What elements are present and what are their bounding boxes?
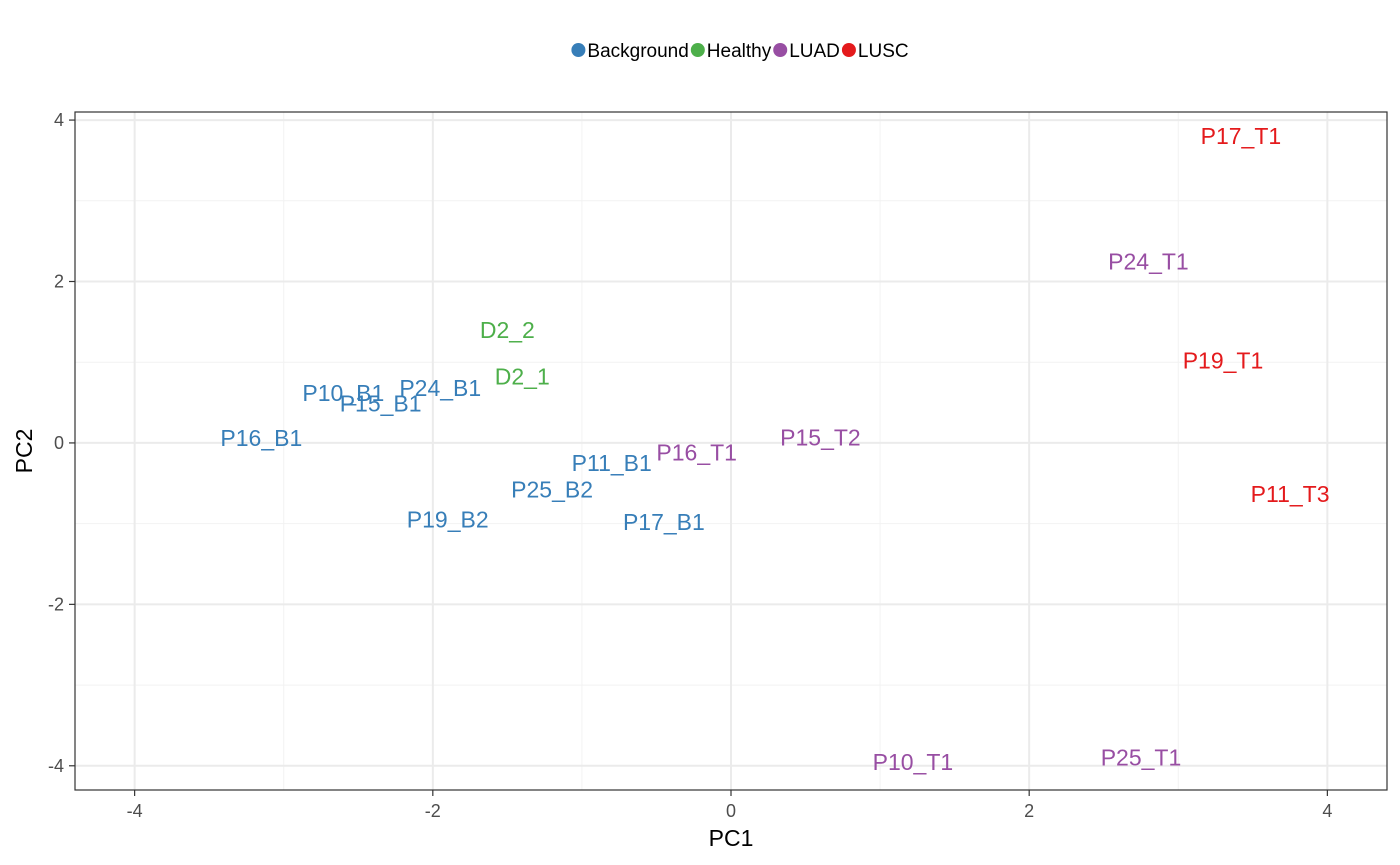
- point-label-p17-t1: P17_T1: [1201, 123, 1282, 149]
- y-axis-title: PC2: [11, 429, 37, 474]
- point-label-p16-t1: P16_T1: [656, 440, 737, 466]
- x-axis: -4 -2 0 2 4: [127, 790, 1332, 821]
- x-tick-label: 0: [726, 801, 736, 821]
- y-tick-label: 2: [54, 272, 64, 292]
- major-gridlines: [75, 112, 1387, 790]
- y-axis: -4 -2 0 2 4: [48, 110, 75, 776]
- point-label-d2-1: D2_1: [495, 364, 550, 390]
- x-tick-label: 4: [1322, 801, 1332, 821]
- x-axis-title: PC1: [709, 825, 754, 851]
- legend-item-luad[interactable]: LUAD: [773, 41, 840, 62]
- point-label-p24-b1: P24_B1: [399, 375, 481, 401]
- legend-label-background: Background: [587, 41, 688, 62]
- point-label-p25-t1: P25_T1: [1101, 745, 1182, 771]
- point-label-p15-t2: P15_T2: [780, 424, 861, 450]
- legend-label-lusc: LUSC: [858, 41, 909, 62]
- legend-label-healthy: Healthy: [707, 41, 772, 62]
- point-label-p19-t1: P19_T1: [1183, 348, 1264, 374]
- y-tick-label: 0: [54, 433, 64, 453]
- legend: Background Healthy LUAD LUSC: [571, 41, 909, 62]
- y-tick-label: 4: [54, 110, 64, 130]
- point-label-p11-t3: P11_T3: [1251, 481, 1330, 507]
- y-tick-label: -2: [48, 594, 64, 614]
- x-tick-label: -2: [425, 801, 441, 821]
- legend-key-luad: [773, 43, 788, 57]
- legend-key-lusc: [841, 43, 856, 57]
- point-label-p10-b1: P10_B1: [302, 380, 384, 406]
- x-tick-label: -4: [127, 801, 143, 821]
- legend-key-background: [571, 43, 586, 57]
- legend-key-healthy: [690, 43, 705, 57]
- point-label-p10-t1: P10_T1: [873, 749, 954, 775]
- legend-item-background[interactable]: Background: [571, 41, 689, 62]
- legend-item-lusc[interactable]: LUSC: [841, 41, 909, 62]
- y-tick-label: -4: [48, 756, 64, 776]
- point-label-p15-b1: P15_B1: [340, 390, 422, 416]
- point-label-p11-b1: P11_B1: [572, 450, 652, 476]
- point-label-p17-b1: P17_B1: [623, 509, 705, 535]
- legend-label-luad: LUAD: [789, 41, 840, 62]
- legend-item-healthy[interactable]: Healthy: [690, 41, 772, 62]
- point-label-p16-b1: P16_B1: [220, 425, 302, 451]
- x-tick-label: 2: [1024, 801, 1034, 821]
- point-label-p25-b2: P25_B2: [511, 477, 593, 503]
- point-label-d2-2: D2_2: [480, 317, 535, 343]
- point-label-p19-b2: P19_B2: [407, 507, 489, 533]
- point-label-p24-t1: P24_T1: [1108, 248, 1189, 274]
